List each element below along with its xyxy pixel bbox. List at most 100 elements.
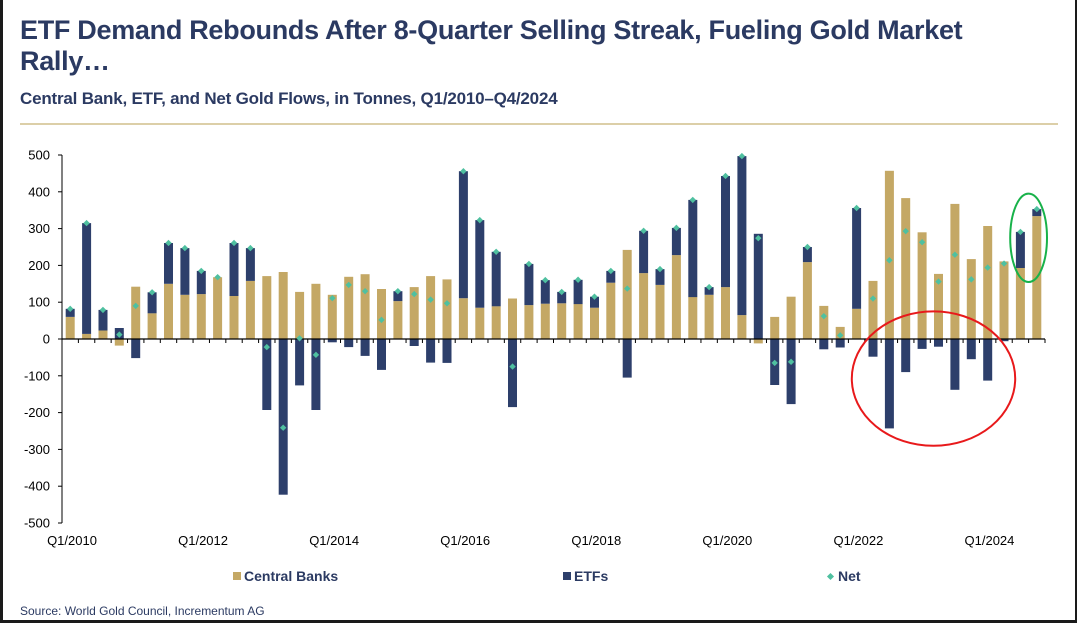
x-tick-label: Q1/2014 [309,533,359,548]
etfs-bar [540,280,550,304]
net-marker [165,239,172,247]
net-marker [492,248,500,255]
etfs-bar [1032,209,1042,217]
etfs-bar [344,339,354,348]
net-marker [624,285,631,292]
net-marker [902,227,909,235]
y-tick-label: 300 [28,221,50,236]
etfs-bar [98,309,108,331]
etfs-bar [590,296,599,308]
net-marker [804,243,811,251]
central-banks-bar [934,273,943,339]
central-banks-bar [180,294,190,339]
source-note: Source: World Gold Council, Incrementum … [20,604,265,618]
central-banks-bar [999,261,1009,339]
net-marker [673,224,680,232]
etfs-bar [999,339,1009,342]
central-banks-bar [557,303,567,339]
legend-item-etfs: ETFs [563,568,608,584]
central-banks-bar [1015,268,1025,339]
etfs-bar [753,233,763,339]
central-banks-bar [164,283,173,339]
net-marker [99,306,107,314]
net-marker [443,300,451,307]
net-marker [722,172,729,180]
x-tick-label: Q1/2010 [47,533,97,548]
central-banks-bar [82,333,92,339]
net-marker [378,316,385,324]
etfs-bar [147,292,157,314]
etfs-bar [852,208,862,309]
central-banks-bar [311,283,321,339]
central-banks-bar [655,284,665,339]
central-banks-bar [327,294,337,339]
x-tick-label: Q1/2012 [178,533,228,548]
net-marker [869,295,877,302]
central-banks-bar [688,297,698,339]
central-banks-bar [458,298,468,339]
etfs-bar [802,247,812,263]
etfs-bar [704,287,714,295]
central-banks-bar [295,291,305,339]
central-banks-bar [819,305,829,339]
y-tick-label: -400 [24,479,50,494]
etfs-bar [524,263,534,306]
central-banks-bar [524,305,534,339]
etfs-bar [557,291,567,304]
y-tick-label: -200 [24,405,50,420]
central-banks-bar [426,276,436,339]
net-marker [853,204,860,212]
etfs-bar [164,243,173,284]
net-marker [656,265,664,273]
red-highlight-ellipse [850,310,1017,447]
legend-item-net: Net [826,568,861,584]
etfs-bar [639,230,649,274]
net-marker [181,244,189,252]
central-banks-bar [491,306,501,339]
title-divider [20,123,1058,125]
central-banks-bar [213,277,223,339]
x-tick-label: Q1/2018 [571,533,621,548]
net-marker [591,293,598,300]
net-marker [738,152,746,160]
central-banks-bar [622,249,632,339]
central-banks-bar [475,307,485,339]
etfs-bar [868,339,878,357]
net-marker [427,296,434,303]
chart-title: ETF Demand Rebounds After 8-Quarter Sell… [20,15,963,76]
central-banks-bar [721,287,730,339]
etfs-bar [262,339,272,410]
central-banks-bar [442,279,452,339]
etfs-bar [458,171,468,299]
central-banks-bar [344,276,354,339]
net-marker [705,283,713,291]
central-banks-bar [147,313,157,339]
etfs-bar [606,270,616,283]
central-banks-bar [950,203,960,339]
etfs-bar [196,270,206,295]
y-tick-label: 0 [43,332,50,347]
central-banks-bar [114,339,124,346]
net-markers-layer [66,152,1041,431]
central-banks-bar [786,296,796,339]
etfs-bar [360,339,370,356]
central-banks-bar [262,276,272,339]
net-marker [214,273,221,281]
net-marker [755,234,762,242]
net-marker [837,332,844,339]
central-banks-bar [671,255,681,339]
net-marker [394,287,402,295]
axis-layer: 500 400 300 200 100 0 -100 -200 -300 -400 -500 Q1/2… [24,148,1046,548]
etfs-bar [655,269,665,285]
y-tick-label: -500 [24,516,50,531]
net-marker [558,288,565,296]
central-banks-bar [573,304,583,339]
net-marker [984,264,991,271]
net-marker [148,289,156,296]
etfs-bar [180,248,190,295]
net-marker [689,196,696,204]
etfs-bar [409,339,419,346]
net-marker [525,260,533,268]
